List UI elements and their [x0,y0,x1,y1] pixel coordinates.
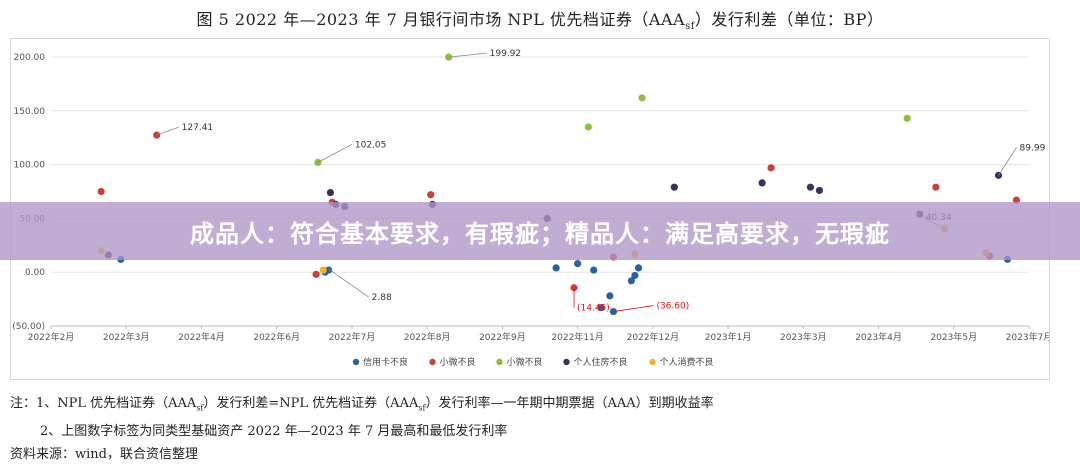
x-tick-label: 2023年7月 [1006,331,1049,343]
scatter-chart: 200.00150.00100.0050.000.00(50.00)2022年2… [12,49,1049,368]
data-point [758,179,766,187]
x-tick-label: 2022年3月 [103,331,150,343]
annotation-label: 102.05 [355,140,387,150]
data-point [445,53,453,61]
chart-title: 图 5 2022 年—2023 年 7 月银行间市场 NPL 优先档证券（AAA… [0,6,1080,32]
data-point [312,270,320,278]
source-line: 资料来源：wind，联合资信整理 [10,446,198,462]
annotation-leader [613,305,654,312]
note-1-sub1: sf [196,403,204,413]
data-point [319,266,327,274]
legend-marker [563,358,570,366]
notes: 注：1、NPL 优先档证券（AAAsf）发行利差=NPL 优先档证券（AAAsf… [10,392,1070,466]
overlay-banner: 成品人：符合基本要求，有瑕疵；精品人：满足高要求，无瑕疵 [0,202,1080,260]
annotation-label: 127.41 [182,123,214,133]
annotation-leader [328,268,369,298]
data-point [153,131,161,139]
annotation-leader [998,147,1017,176]
chart-title-prefix: 图 5 2022 年—2023 年 7 月银行间市场 NPL 优先档证券（AAA [196,10,686,29]
note-line-2: 2、上图数字标签为同类型基础资产 2022 年—2023 年 7 月最高和最低发… [40,423,508,439]
annotation-leader [317,144,353,163]
legend-label: 个人消费不良 [660,356,714,368]
x-tick-label: 2023年5月 [930,331,977,343]
data-point [670,183,678,191]
data-point [326,188,335,197]
x-tick-label: 2022年8月 [404,331,451,343]
data-point [634,264,643,272]
data-point [638,94,646,102]
y-tick-label: (50.00) [12,322,45,332]
data-point [631,271,639,280]
annotation-leader [448,52,487,58]
data-point [597,304,605,312]
legend-marker [649,358,656,366]
annotation-label: 199.92 [490,49,521,59]
note-1-sub2: sf [418,403,426,413]
legend-label: 小微不良 [440,356,476,368]
y-tick-label: 100.00 [14,161,46,171]
y-tick-label: 150.00 [14,107,46,117]
x-tick-label: 2023年4月 [855,331,902,343]
annotation-label: 89.99 [1020,143,1046,153]
data-point [932,183,940,191]
x-tick-label: 2022年4月 [178,331,225,343]
data-point [767,164,775,172]
data-point [552,264,560,272]
legend-label: 个人住房不良 [574,356,628,368]
legend-marker [352,358,360,366]
data-point [627,277,635,285]
data-point [427,191,435,199]
note-1b: ）发行利差=NPL 优先档证券（AAA [203,396,419,411]
x-tick-label: 2022年7月 [329,331,376,343]
legend-marker [496,358,503,366]
data-point [590,266,598,274]
data-point [1012,196,1021,204]
legend-label: 小微不良 [507,356,543,368]
x-tick-label: 2022年9月 [479,331,526,343]
annotation-label: (36.60) [656,302,689,312]
x-tick-label: 2023年3月 [780,331,827,343]
x-tick-label: 2022年6月 [253,331,300,343]
data-point [574,259,582,268]
y-tick-label: 0.00 [25,268,45,278]
note-line-1: 注：1、NPL 优先档证券（AAAsf）发行利差=NPL 优先档证券（AAAsf… [10,392,1070,420]
data-point [806,183,815,191]
legend-label: 信用卡不良 [363,356,408,368]
data-point [815,186,824,195]
data-point [584,123,592,131]
legend-marker [429,358,436,366]
data-point [325,266,333,274]
note-1c: ）发行利率—一年期中期票据（AAA）到期收益率 [425,396,714,411]
annotation-leader [156,126,179,136]
note-1a: 注：1、NPL 优先档证券（AAA [10,396,197,411]
annotation-label: 2.88 [372,293,392,303]
y-tick-label: 200.00 [14,53,46,63]
chart-title-suffix: ）发行利差（单位：BP） [694,10,884,29]
data-point [97,187,105,196]
annotation-label: (14.45) [577,304,610,314]
data-point [903,114,911,122]
x-tick-label: 2023年1月 [705,331,752,343]
data-point [606,292,614,300]
x-tick-label: 2022年12月 [627,331,679,343]
chart-title-sub: sf [685,21,695,33]
x-tick-label: 2022年2月 [28,331,75,343]
x-tick-label: 2022年11月 [551,331,603,343]
